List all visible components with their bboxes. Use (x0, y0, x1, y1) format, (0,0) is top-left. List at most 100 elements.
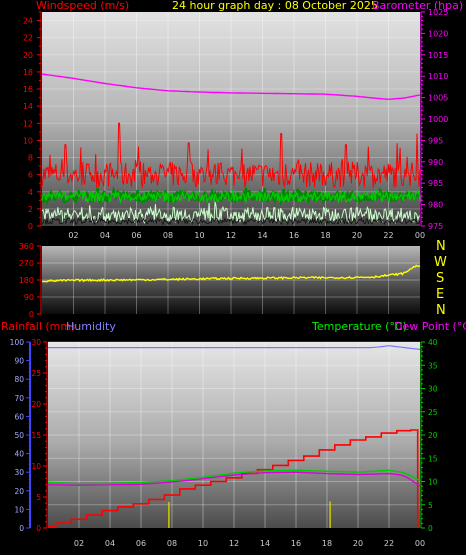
direction-tick-label: 180 (19, 276, 34, 285)
temperature-line (47, 469, 421, 485)
compass-e: E (436, 287, 444, 302)
barometer-tick-label: 1015 (428, 51, 448, 60)
rainfall-title: Rainfall (mm) (1, 320, 75, 333)
windspeed-tick-label: 14 (23, 102, 33, 111)
barometer-tick-label: 985 (428, 179, 443, 188)
time-tick-label: 12 (226, 231, 236, 240)
time-tick-label: 10 (194, 231, 204, 240)
temperature-tick-label: 15 (428, 454, 438, 463)
barometer-tick-label: 1005 (428, 94, 448, 103)
barometer-line (41, 73, 421, 101)
humidity-tick-label: 70 (14, 394, 24, 403)
temperature-tick-label: 10 (428, 478, 438, 487)
humidity-tick-label: 80 (14, 375, 24, 384)
windspeed-tick-label: 24 (23, 17, 33, 26)
windspeed-tick-label: 2 (28, 205, 33, 214)
wind-plot-area (42, 12, 420, 226)
windspeed-title: Windspeed (m/s) (36, 0, 129, 12)
temperature-tick-label: 20 (428, 431, 438, 440)
barometer-tick-label: 1025 (428, 8, 448, 17)
temperature-tick-label: 30 (428, 385, 438, 394)
time-tick-label: 02 (68, 231, 78, 240)
rain-tick-label: 30 (31, 338, 41, 347)
windspeed-avg-line (41, 188, 421, 205)
temperature-tick-label: 35 (428, 361, 438, 370)
wind-direction-chart: 0 90 180 270 360 (19, 242, 421, 319)
humidity-title: Humidity (66, 320, 116, 333)
barometer-tick-label: 1020 (428, 29, 448, 38)
windspeed-tick-label: 20 (23, 51, 33, 60)
time-tick-label: 06 (131, 231, 141, 240)
rain-tick-label: 0 (36, 524, 41, 533)
humidity-tick-label: 0 (19, 524, 24, 533)
windspeed-tick-label: 12 (23, 119, 33, 128)
dewpoint-line (48, 471, 421, 487)
barometer-tick-label: 975 (428, 222, 443, 231)
humidity-tick-label: 90 (14, 357, 24, 366)
temperature-title: Temperature (°C) (311, 320, 407, 333)
compass-n-bottom: N (436, 303, 446, 318)
time-tick-label: 04 (105, 539, 115, 548)
time-tick-label: 18 (320, 231, 330, 240)
windspeed-gust-line (41, 122, 421, 188)
direction-tick-label: 0 (29, 310, 34, 319)
barometer-tick-label: 990 (428, 158, 443, 167)
barometer-tick-label: 980 (428, 201, 443, 210)
windspeed-tick-label: 18 (23, 68, 33, 77)
direction-tick-label: 90 (24, 293, 34, 302)
rain-plot-area (48, 342, 420, 528)
windspeed-tick-label: 8 (28, 154, 33, 163)
time-tick-label: 22 (383, 231, 393, 240)
time-tick-label: 08 (163, 231, 173, 240)
time-tick-label: 12 (229, 539, 239, 548)
time-tick-label: 20 (353, 539, 363, 548)
humidity-line (48, 345, 421, 350)
time-tick-label: 14 (257, 231, 267, 240)
barometer-tick-label: 995 (428, 136, 443, 145)
rain-tick-label: 15 (31, 431, 41, 440)
humidity-tick-label: 40 (14, 450, 24, 459)
temperature-tick-label: 40 (428, 338, 438, 347)
windspeed-tick-label: 6 (28, 171, 33, 180)
windspeed-tick-label: 0 (28, 222, 33, 231)
rain-tick-label: 20 (31, 400, 41, 409)
humidity-tick-label: 60 (14, 412, 24, 421)
time-tick-label: 06 (136, 539, 146, 548)
humidity-tick-label: 100 (10, 338, 25, 347)
barometer-title: Barometer (hpa) (372, 0, 463, 12)
direction-tick-label: 270 (19, 259, 34, 268)
temperature-tick-label: 25 (428, 408, 438, 417)
rain-tick-label: 25 (31, 369, 41, 378)
time-tick-label: 08 (167, 539, 177, 548)
dewpoint-title: Dew Point (°C) (394, 320, 466, 333)
compass-w: W (434, 255, 447, 270)
rain-temp-chart: 0102030405060708090100051015202530051015… (10, 338, 438, 548)
humidity-tick-label: 10 (14, 505, 24, 514)
time-tick-label: 00 (415, 539, 425, 548)
windspeed-tick-label: 4 (28, 188, 33, 197)
windspeed-tick-label: 22 (23, 34, 33, 43)
barometer-tick-label: 1000 (428, 115, 448, 124)
rain-tick-label: 10 (31, 462, 41, 471)
temperature-tick-label: 0 (428, 524, 433, 533)
wind-direction-line (41, 264, 421, 283)
humidity-tick-label: 30 (14, 468, 24, 477)
windspeed-min-line (41, 216, 421, 226)
chart-title: 24 hour graph day : 08 October 2025 (172, 0, 378, 12)
windspeed-tick-label: 10 (23, 136, 33, 145)
rain-tick-label: 5 (36, 493, 41, 502)
time-tick-label: 04 (100, 231, 110, 240)
compass-n-top: N (436, 239, 446, 254)
humidity-tick-label: 20 (14, 487, 24, 496)
time-tick-label: 00 (415, 231, 425, 240)
time-tick-label: 20 (352, 231, 362, 240)
humidity-tick-label: 50 (14, 431, 24, 440)
compass-s: S (436, 271, 444, 286)
time-tick-label: 02 (74, 539, 84, 548)
time-tick-label: 16 (289, 231, 299, 240)
time-tick-label: 14 (260, 539, 270, 548)
time-tick-label: 18 (322, 539, 332, 548)
windspeed-low-line (41, 201, 421, 225)
